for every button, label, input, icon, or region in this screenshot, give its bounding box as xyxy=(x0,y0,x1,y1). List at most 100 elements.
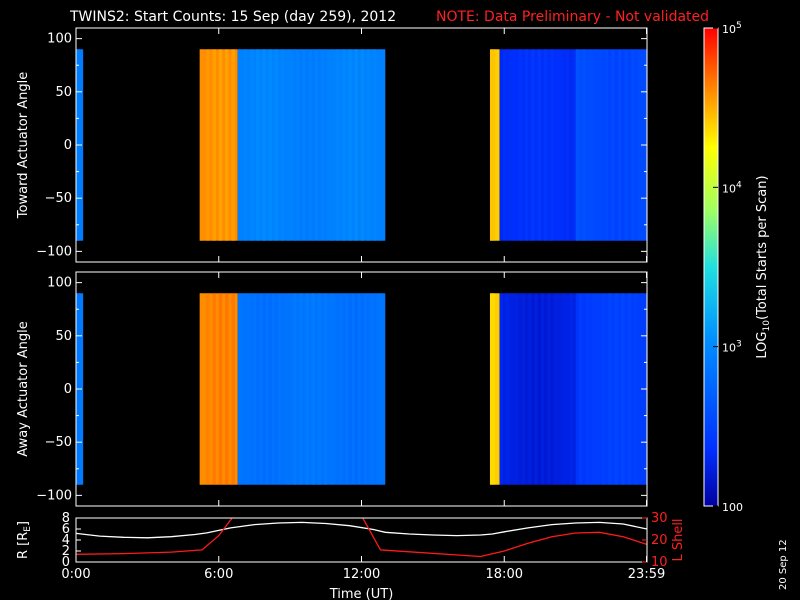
heatmap-stripe xyxy=(293,293,297,485)
right-tick-label: 20 xyxy=(651,533,668,548)
heatmap-stripe xyxy=(237,293,242,485)
heatmap-stripe xyxy=(372,49,377,241)
heatmap-stripe xyxy=(366,49,371,241)
heatmap-stripe xyxy=(550,293,554,485)
heatmap-stripe xyxy=(243,49,248,241)
colorbar-tick-base: 10 xyxy=(722,182,736,195)
colorbar-tick-exp: 5 xyxy=(736,21,742,31)
colorbar-scale xyxy=(703,27,719,507)
y-axis-label: Toward Actuator Angle xyxy=(16,72,31,219)
y-tick-label: 100 xyxy=(47,276,72,291)
heatmap-stripe xyxy=(360,49,365,241)
heatmap-stripe xyxy=(199,293,204,485)
away-angle-panel: 100 50 0 −50 −100 Away Actuator Angle xyxy=(16,271,648,507)
heatmap-stripe xyxy=(505,49,510,241)
heatmap-stripe xyxy=(256,49,260,241)
heatmap-stripe xyxy=(505,293,510,485)
x-tick-label: 0:00 xyxy=(61,567,90,582)
heatmap-stripe xyxy=(634,293,638,485)
heatmap-stripe xyxy=(225,293,229,485)
heatmap-stripe xyxy=(311,293,315,485)
heatmap-stripe xyxy=(366,293,371,485)
heatmap-stripe xyxy=(531,293,535,485)
colorbar-tick-label: 100 xyxy=(722,501,743,514)
heatmap-stripe xyxy=(379,49,383,241)
heatmap-stripe xyxy=(614,49,619,241)
heatmap-stripe xyxy=(311,49,315,241)
heatmap-stripe xyxy=(218,49,223,241)
heatmap-stripe xyxy=(231,49,235,241)
heatmap-stripe xyxy=(354,49,358,241)
colorbar-tick-base: 10 xyxy=(722,23,736,36)
heatmap-stripe xyxy=(329,293,334,485)
toward-angle-panel: 100 50 0 −50 −100 Toward Actuator Angle xyxy=(16,27,648,263)
heatmap-stripe xyxy=(518,49,523,241)
heatmap-stripe xyxy=(634,49,638,241)
heatmap-stripe xyxy=(543,293,548,485)
heatmap-stripe xyxy=(582,49,586,241)
heatmap-stripe xyxy=(336,293,340,485)
heatmap-stripe xyxy=(379,293,383,485)
y-tick-label: 50 xyxy=(55,329,72,344)
heatmap-stripe xyxy=(299,49,303,241)
heatmap-stripe xyxy=(280,293,285,485)
heatmap-stripe xyxy=(518,293,523,485)
heatmap-stripe xyxy=(608,49,612,241)
heatmap-stripe xyxy=(256,293,260,485)
heatmap-stripe xyxy=(569,293,573,485)
heatmap-stripe xyxy=(562,49,567,241)
colorbar-tick-label: 105 xyxy=(722,21,742,36)
radius-label-main: R [R xyxy=(16,532,31,559)
colorbar-tick-base: 10 xyxy=(722,342,736,355)
y-tick-label: 100 xyxy=(47,32,72,47)
radius-label-sub: E xyxy=(23,526,33,532)
y-tick-label: −50 xyxy=(45,191,72,206)
heatmap-stripe xyxy=(601,49,606,241)
colorbar-tick-label: 104 xyxy=(722,180,742,195)
left-tick-label: 2 xyxy=(62,544,70,559)
y-tick-label: 0 xyxy=(64,382,72,397)
heatmap-stripe xyxy=(342,49,346,241)
heatmap-stripe xyxy=(231,293,235,485)
heatmap-stripe xyxy=(621,49,625,241)
heatmap-stripe xyxy=(336,49,340,241)
heatmap-stripe xyxy=(329,49,334,241)
heatmap-stripe xyxy=(206,293,210,485)
heatmap-stripe xyxy=(268,293,272,485)
heatmap-stripe xyxy=(206,49,210,241)
heatmap-stripe xyxy=(323,49,328,241)
radius-axis-label: R [RE] xyxy=(16,521,33,559)
colorbar-label: LOG10(Total Starts per Scan) xyxy=(755,175,772,358)
heatmap-stripe xyxy=(243,293,248,485)
lshell-axis-label: L Shell xyxy=(671,518,686,561)
data-note: NOTE: Data Preliminary - Not validated xyxy=(436,9,709,25)
y-tick-label: −100 xyxy=(36,244,72,259)
heatmap-stripe xyxy=(280,49,285,241)
heatmap-stripe xyxy=(354,293,358,485)
y-tick-label: 0 xyxy=(64,138,72,153)
heatmap-stripe xyxy=(512,293,516,485)
heatmap-stripe xyxy=(499,293,503,485)
colorbar-tick-base: 100 xyxy=(722,501,743,514)
heatmap-stripe xyxy=(317,293,322,485)
heatmap-stripe xyxy=(595,293,599,485)
heatmap-stripe xyxy=(575,49,580,241)
heatmap-stripe xyxy=(543,49,548,241)
right-tick-label: 30 xyxy=(651,511,668,526)
heatmap-stripe xyxy=(531,49,535,241)
left-tick-label: 6 xyxy=(62,522,70,537)
lshell-line xyxy=(76,518,647,558)
colorbar-tick-label: 103 xyxy=(722,340,742,355)
heatmap-stripe xyxy=(499,49,503,241)
heatmap-stripe xyxy=(212,293,216,485)
heatmap-stripe xyxy=(348,49,352,241)
x-tick-label: 12:00 xyxy=(343,567,380,582)
heatmap-stripe xyxy=(293,49,297,241)
heatmap-stripe xyxy=(588,293,593,485)
x-tick-label: 18:00 xyxy=(486,567,523,582)
colorbar-tick-exp: 3 xyxy=(736,340,742,350)
heatmap-stripe xyxy=(372,293,377,485)
